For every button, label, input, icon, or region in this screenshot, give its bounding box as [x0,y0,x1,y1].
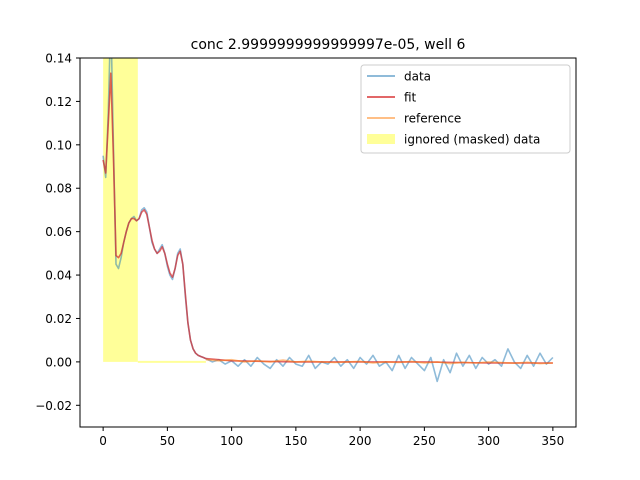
x-tick-label: 50 [160,434,175,448]
y-tick-label: 0.00 [45,355,72,369]
chart-title: conc 2.9999999999999997e-05, well 6 [191,37,466,53]
series-reference-line [205,358,553,365]
x-tick-label: 200 [349,434,372,448]
axes-frame [79,57,577,428]
legend-box [360,64,571,154]
legend-label: reference [404,112,461,126]
legend-masked-swatch [367,134,395,144]
y-tick-label: 0.12 [45,95,72,109]
y-tick-label: 0.04 [45,269,72,283]
plot-area [102,58,554,383]
legend-label: data [404,70,431,84]
x-tick-label: 0 [99,434,107,448]
legend: data fit reference ignored (masked) data [360,64,571,154]
x-tick-label: 100 [220,434,243,448]
x-tick-label: 250 [413,434,436,448]
series-fit-line [102,72,553,364]
axes: 0 50 100 150 200 250 300 350 −0.02 0.00 0.02 0.04 0.… [35,52,577,448]
y-tick-label: 0.08 [45,182,72,196]
x-tick-label: 150 [284,434,307,448]
series-data-line [102,58,554,383]
y-tick-label: 0.02 [45,312,72,326]
y-tick-label: 0.10 [45,138,72,152]
legend-label: fit [404,91,417,105]
plot-clipped [102,58,554,383]
y-tick-label: 0.06 [45,225,72,239]
y-tick-label: −0.02 [35,399,72,413]
legend-label: ignored (masked) data [404,133,540,147]
x-tick-label: 300 [477,434,500,448]
y-tick-label: 0.14 [45,52,72,66]
x-tick-label: 350 [541,434,564,448]
